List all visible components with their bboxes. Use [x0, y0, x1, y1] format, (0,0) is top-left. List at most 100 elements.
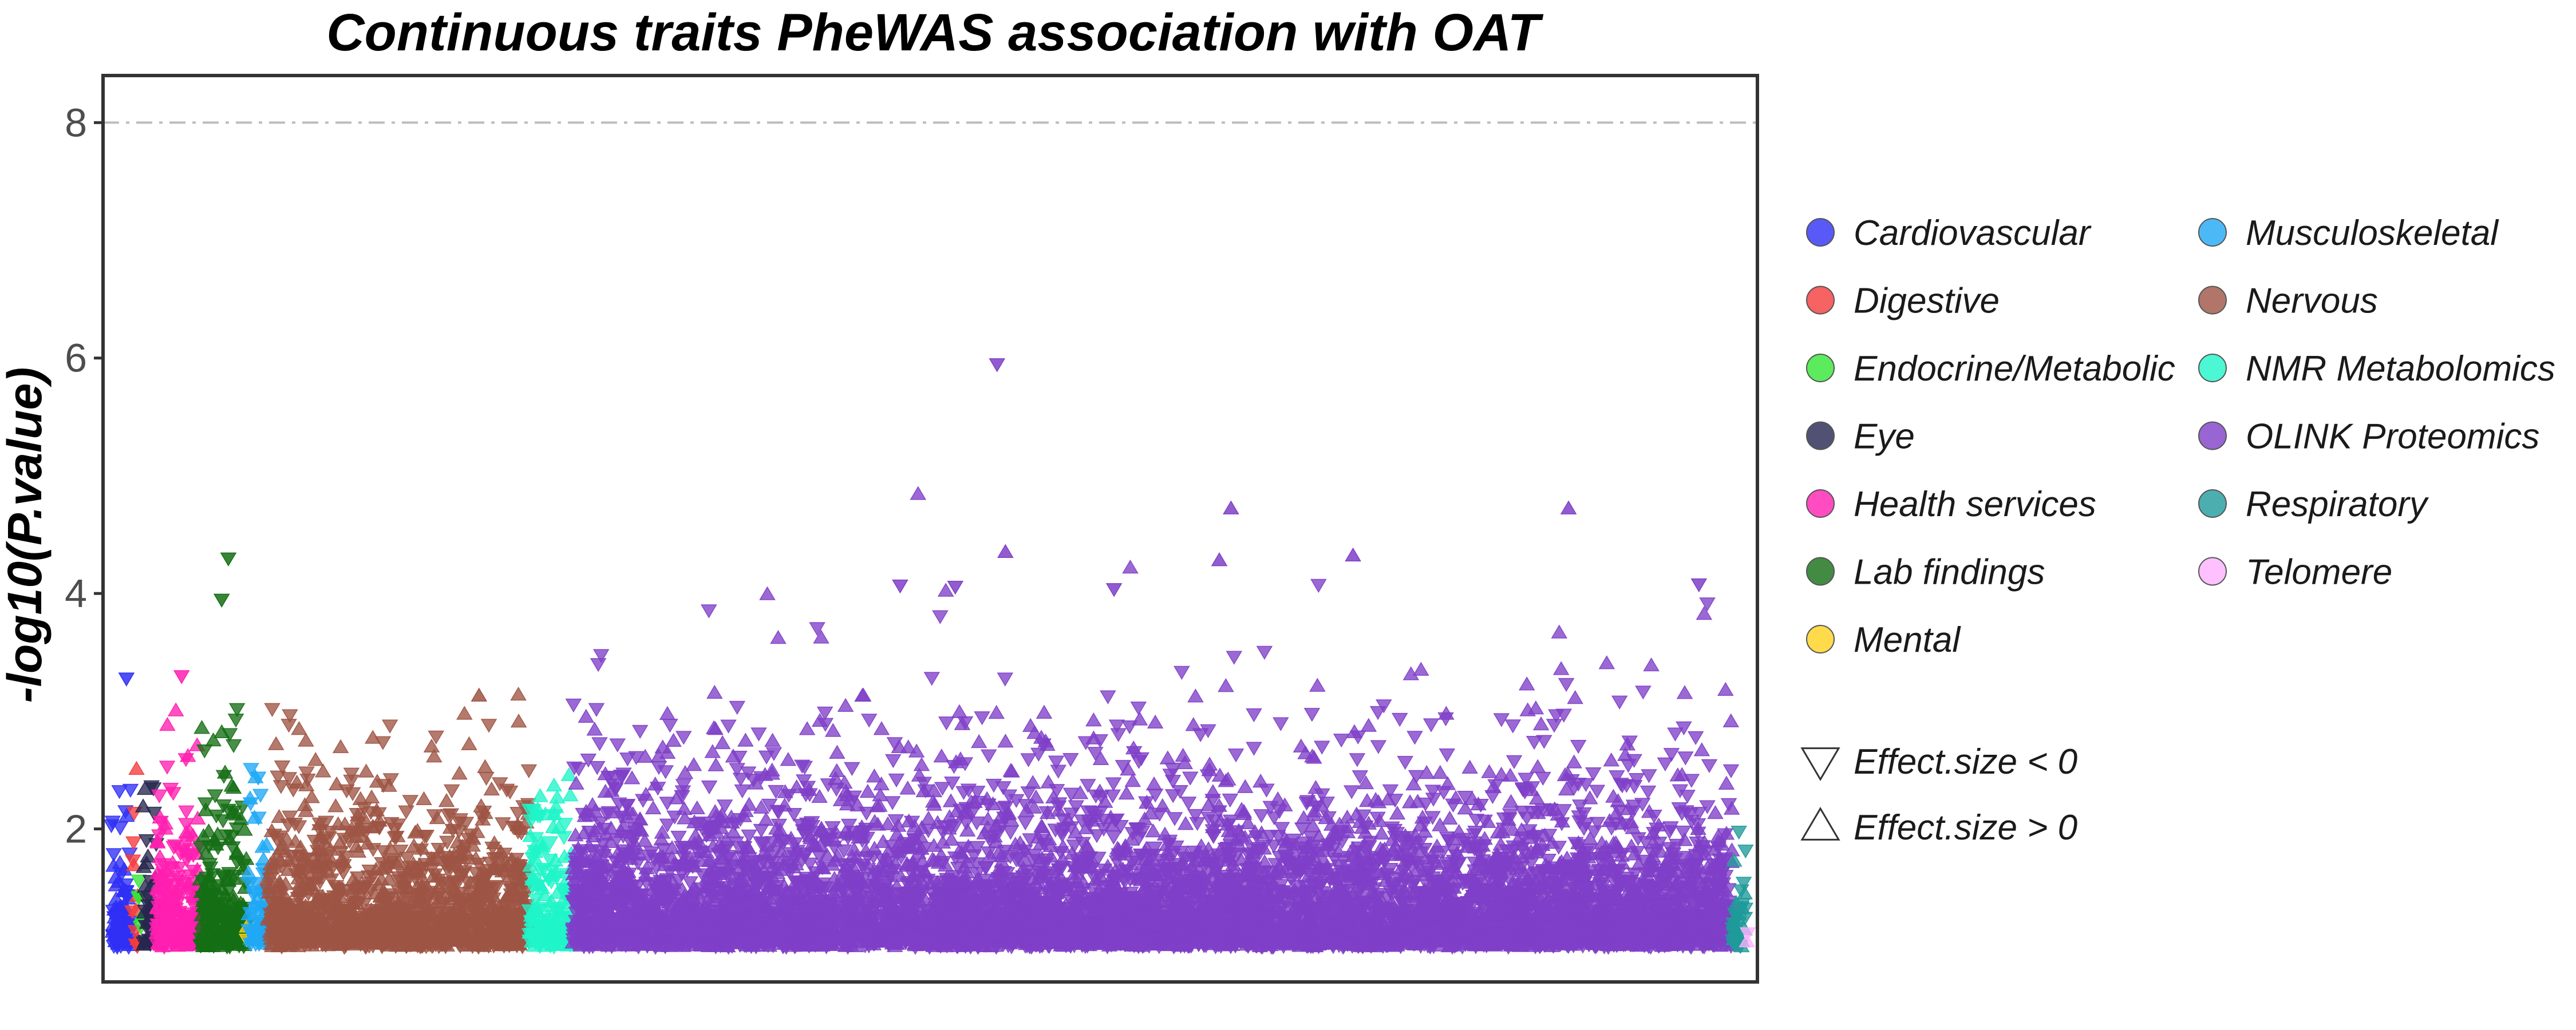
- data-point: [139, 893, 156, 908]
- data-point: [175, 907, 192, 922]
- data-point: [205, 889, 222, 904]
- data-point: [185, 865, 202, 879]
- data-point: [242, 790, 259, 805]
- data-point: [140, 848, 156, 863]
- data-point: [105, 858, 122, 872]
- data-point: [225, 739, 242, 754]
- data-point: [170, 926, 187, 941]
- data-point: [224, 922, 242, 937]
- data-point: [246, 810, 263, 824]
- data-point: [125, 857, 143, 871]
- data-point: [104, 815, 121, 830]
- data-point: [214, 909, 231, 924]
- data-point: [160, 933, 177, 947]
- data-point: [255, 851, 272, 866]
- data-point: [166, 902, 183, 916]
- data-point: [195, 937, 212, 952]
- data-point: [105, 848, 123, 862]
- data-point: [223, 778, 240, 792]
- data-point: [149, 865, 166, 880]
- data-point: [159, 879, 176, 894]
- data-point: [274, 760, 291, 775]
- data-point: [243, 763, 259, 777]
- data-point: [215, 871, 232, 885]
- data-point: [196, 744, 213, 759]
- data-point: [201, 858, 218, 872]
- data-point: [224, 805, 241, 819]
- data-point: [343, 767, 360, 782]
- data-point: [195, 828, 212, 842]
- data-point: [232, 895, 249, 910]
- data-point: [216, 888, 234, 902]
- data-point: [135, 859, 152, 873]
- data-point: [282, 810, 298, 825]
- points: [103, 358, 1756, 955]
- data-point: [220, 906, 237, 921]
- data-point: [145, 782, 162, 797]
- data-point: [151, 919, 168, 933]
- data-point: [207, 789, 224, 803]
- data-point: [177, 825, 195, 839]
- data-point: [246, 886, 263, 900]
- data-point: [128, 760, 145, 775]
- data-point: [164, 861, 180, 876]
- data-point: [246, 897, 263, 912]
- data-point: [175, 843, 192, 857]
- data-point: [197, 802, 214, 817]
- data-point: [111, 785, 128, 799]
- plot-area: [101, 74, 1759, 984]
- data-point: [167, 702, 184, 716]
- data-point: [108, 891, 125, 905]
- data-point: [203, 913, 220, 928]
- data-point: [149, 833, 166, 847]
- data-point: [167, 839, 184, 854]
- data-point: [125, 836, 142, 850]
- data-point: [211, 927, 228, 941]
- data-point: [178, 805, 195, 820]
- data-point: [250, 771, 267, 786]
- data-point: [480, 719, 497, 733]
- data-point: [112, 822, 129, 836]
- data-point: [154, 938, 171, 953]
- data-point: [208, 809, 225, 824]
- data-point: [228, 703, 246, 718]
- data-point: [152, 815, 169, 830]
- data-point: [159, 716, 176, 731]
- data-point: [151, 789, 168, 803]
- data-point: [152, 849, 168, 863]
- data-point: [510, 713, 527, 728]
- data-point: [195, 898, 212, 913]
- series-nervous: [259, 686, 538, 955]
- data-point: [149, 899, 165, 914]
- data-point: [210, 879, 226, 893]
- data-point: [208, 837, 224, 851]
- data-point: [221, 728, 238, 742]
- data-point: [228, 844, 246, 858]
- data-point: [179, 748, 196, 762]
- data-point: [194, 875, 211, 889]
- data-point: [272, 780, 290, 794]
- data-point: [194, 891, 211, 905]
- data-point: [252, 789, 269, 803]
- data-point: [165, 787, 182, 801]
- data-point: [189, 810, 206, 825]
- data-point: [221, 831, 238, 845]
- data-point: [110, 916, 128, 931]
- data-point: [221, 940, 238, 955]
- data-point: [461, 736, 477, 750]
- data-point: [108, 936, 125, 950]
- data-point: [215, 770, 232, 784]
- data-point: [243, 926, 260, 941]
- data-point: [227, 714, 244, 728]
- data-point: [178, 854, 195, 868]
- data-point: [180, 875, 197, 890]
- data-point: [159, 760, 176, 775]
- data-point: [122, 783, 139, 798]
- data-point: [205, 732, 222, 747]
- data-point: [137, 933, 153, 948]
- data-point: [131, 874, 147, 889]
- data-point: [136, 781, 153, 795]
- data-point: [172, 934, 189, 949]
- data-point: [121, 847, 138, 862]
